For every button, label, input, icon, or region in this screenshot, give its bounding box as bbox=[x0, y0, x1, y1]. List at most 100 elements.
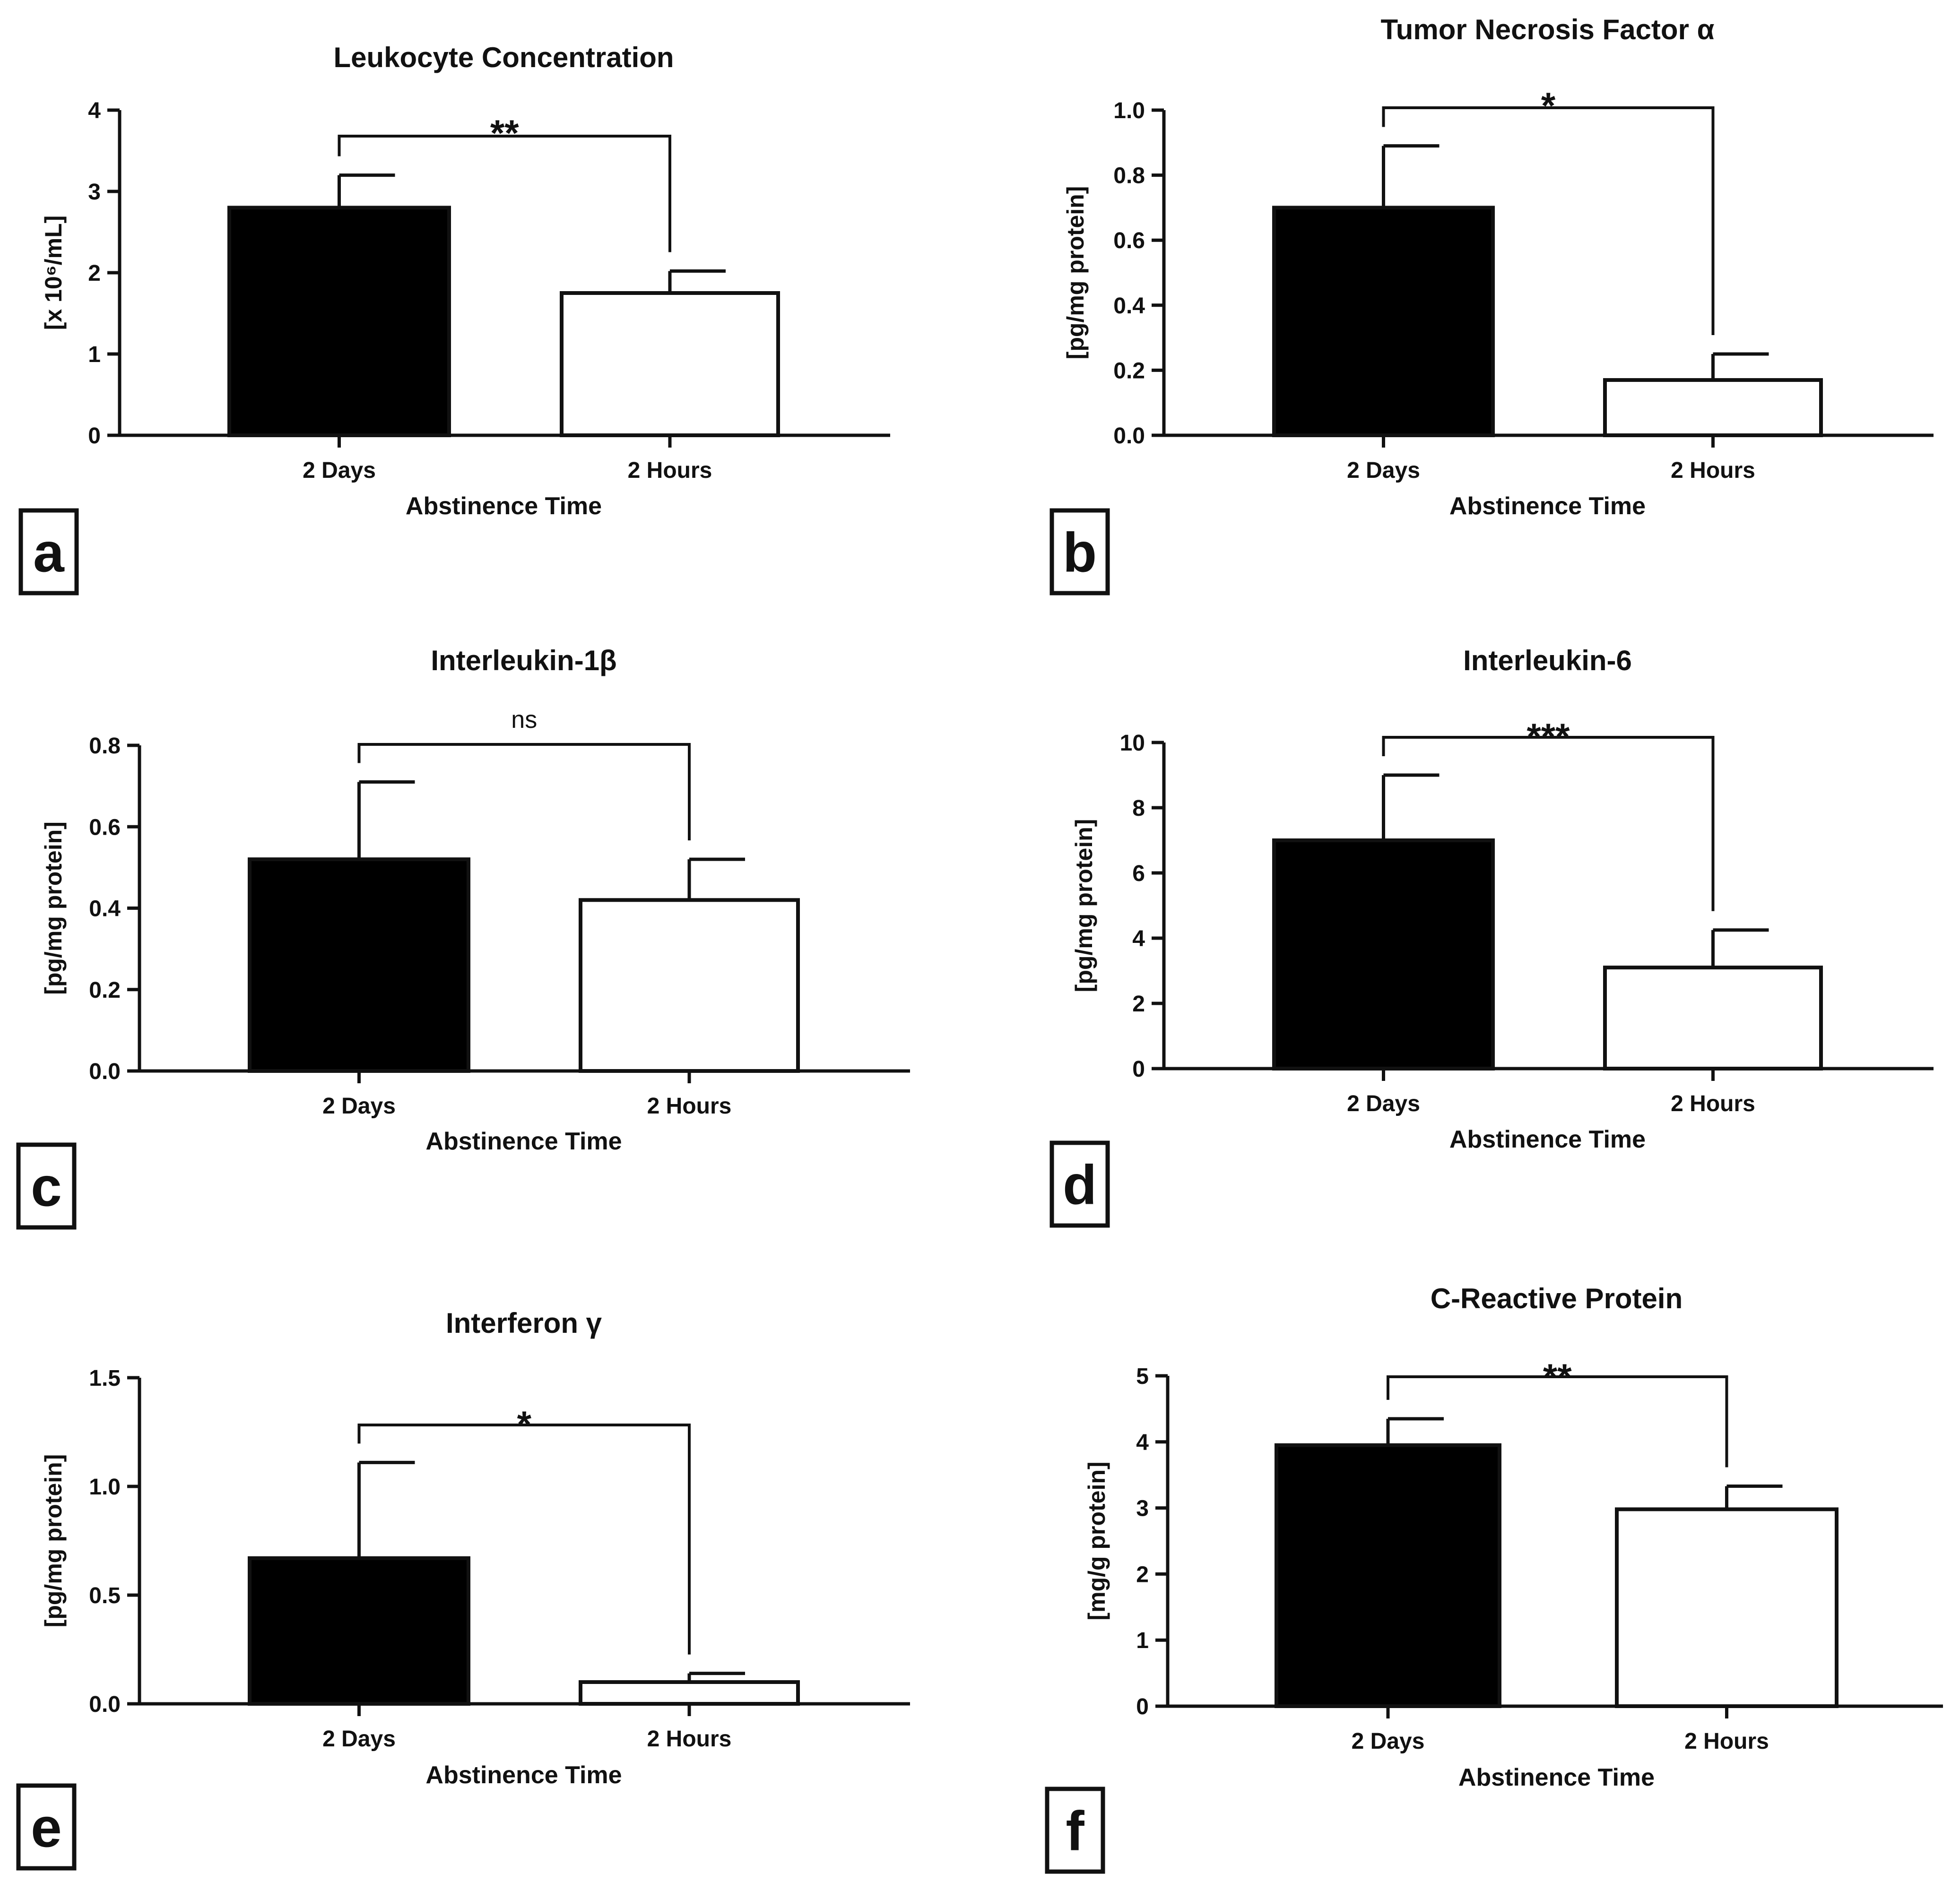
y-tick-label: 0.6 bbox=[1113, 228, 1145, 253]
bar-2-hours bbox=[1603, 378, 1823, 437]
y-tick-label: 3 bbox=[88, 180, 101, 205]
y-tick-label: 0.0 bbox=[89, 1059, 121, 1084]
x-tick-label: 2 Days bbox=[322, 1727, 396, 1752]
panel-letter-box bbox=[1049, 508, 1110, 596]
significance-label: *** bbox=[1526, 716, 1570, 757]
x-tick-label: 2 Hours bbox=[1671, 1091, 1755, 1116]
y-tick-label: 0.8 bbox=[89, 734, 121, 759]
chart-panel-c: Interleukin-1β 0.0 0.2 0.4 0.6 0.8 [pg/mg prot… bbox=[16, 645, 910, 1230]
significance-label: * bbox=[1541, 85, 1556, 126]
bar-2-hours bbox=[1603, 966, 1823, 1070]
x-tick-label: 2 Hours bbox=[1671, 458, 1755, 483]
y-tick-label: 4 bbox=[1132, 926, 1145, 951]
y-tick-label: 0.2 bbox=[89, 978, 121, 1003]
panel-letter: c bbox=[31, 1156, 62, 1218]
panel-letter-box bbox=[1049, 1140, 1110, 1228]
significance-bracket bbox=[1382, 736, 1715, 911]
y-tick-label: 1.5 bbox=[89, 1366, 121, 1391]
bar-2-hours bbox=[1615, 1507, 1839, 1708]
y-tick-label: 0.0 bbox=[1113, 423, 1145, 449]
chart-title: Tumor Necrosis Factor α bbox=[1381, 14, 1715, 45]
y-tick-label: 0.6 bbox=[89, 815, 121, 840]
y-tick-label: 2 bbox=[1132, 992, 1145, 1017]
x-tick-label: 2 Days bbox=[322, 1094, 396, 1119]
chart-panel-e: Interferon γ 0.0 0.5 1.0 1.5 [pg/mg protein] 2… bbox=[16, 1307, 910, 1871]
panel-letter-box bbox=[1045, 1787, 1105, 1874]
y-axis-label: [pg/mg protein] bbox=[1062, 186, 1089, 360]
y-tick-label: 1.0 bbox=[89, 1475, 121, 1500]
significance-label: ** bbox=[490, 112, 519, 154]
chart-title: Interleukin-6 bbox=[1463, 645, 1632, 676]
y-tick-label: 2 bbox=[88, 261, 101, 286]
panel-letter-box bbox=[16, 1142, 77, 1230]
y-tick-label: 0 bbox=[88, 423, 101, 449]
chart-title: Interferon γ bbox=[446, 1307, 602, 1339]
x-tick-label: 2 Days bbox=[303, 458, 376, 483]
significance-bracket bbox=[338, 135, 671, 252]
chart-panel-a: Leukocyte Concentration 0 1 2 3 4 [x 10⁶/mL] 2 … bbox=[18, 42, 890, 596]
x-axis-label: Abstinence Time bbox=[425, 1128, 622, 1155]
x-tick-label: 2 Hours bbox=[1684, 1729, 1769, 1754]
x-tick-label: 2 Hours bbox=[628, 458, 712, 483]
bar-2-days bbox=[1272, 838, 1495, 1070]
y-tick-label: 6 bbox=[1132, 861, 1145, 886]
bar-2-days bbox=[248, 857, 470, 1073]
chart-title: C-Reactive Protein bbox=[1431, 1283, 1683, 1314]
y-axis-label: [pg/mg protein] bbox=[40, 1454, 67, 1628]
panel-letter: e bbox=[31, 1797, 62, 1859]
x-tick-label: 2 Days bbox=[1352, 1729, 1425, 1754]
y-tick-label: 0.5 bbox=[89, 1583, 121, 1608]
panel-letter: a bbox=[33, 522, 65, 584]
y-tick-label: 1 bbox=[1136, 1628, 1149, 1653]
significance-label: ns bbox=[511, 706, 537, 734]
significance-bracket bbox=[1382, 106, 1715, 335]
chart-title: Leukocyte Concentration bbox=[333, 42, 674, 73]
bar-2-days bbox=[1272, 206, 1495, 437]
y-tick-label: 0.4 bbox=[1113, 294, 1145, 319]
y-tick-label: 4 bbox=[1136, 1430, 1149, 1455]
bar-2-hours bbox=[579, 1680, 800, 1706]
y-tick-label: 1.0 bbox=[1113, 98, 1145, 123]
panel-letter: b bbox=[1063, 522, 1097, 584]
y-tick-label: 0.8 bbox=[1113, 164, 1145, 189]
significance-bracket bbox=[1387, 1375, 1728, 1468]
bar-2-days bbox=[227, 206, 451, 437]
y-tick-label: 8 bbox=[1132, 796, 1145, 821]
x-tick-label: 2 Days bbox=[1347, 1091, 1420, 1116]
y-tick-label: 0 bbox=[1132, 1057, 1145, 1082]
y-axis-label: [pg/mg protein] bbox=[40, 821, 67, 995]
x-tick-label: 2 Hours bbox=[647, 1094, 732, 1119]
x-axis-label: Abstinence Time bbox=[1449, 492, 1646, 520]
significance-bracket bbox=[357, 1424, 691, 1655]
panel-letter: d bbox=[1063, 1154, 1097, 1217]
y-tick-label: 5 bbox=[1136, 1364, 1149, 1389]
y-tick-label: 2 bbox=[1136, 1562, 1149, 1587]
panel-letter: f bbox=[1066, 1800, 1084, 1863]
x-axis-label: Abstinence Time bbox=[425, 1761, 622, 1789]
y-tick-label: 0.2 bbox=[1113, 358, 1145, 383]
x-axis-label: Abstinence Time bbox=[1449, 1126, 1646, 1153]
y-tick-label: 4 bbox=[88, 98, 101, 123]
chart-panel-b: Tumor Necrosis Factor α 0.0 0.2 0.4 0.6 0.8 1.… bbox=[1049, 14, 1934, 596]
significance-label: * bbox=[517, 1403, 532, 1445]
bar-2-hours bbox=[560, 291, 780, 437]
y-axis-label: [mg/g protein] bbox=[1084, 1461, 1110, 1620]
bar-2-hours bbox=[579, 898, 800, 1073]
y-tick-label: 0.0 bbox=[89, 1692, 121, 1717]
y-tick-label: 0 bbox=[1136, 1694, 1149, 1719]
x-tick-label: 2 Days bbox=[1347, 458, 1420, 483]
y-axis-label: [pg/mg protein] bbox=[1071, 819, 1097, 993]
chart-panel-f: C-Reactive Protein 0 1 2 3 4 5 [mg/g protein] 2 … bbox=[1045, 1283, 1943, 1874]
significance-bracket bbox=[357, 743, 691, 841]
y-tick-label: 1 bbox=[88, 342, 101, 367]
x-axis-label: Abstinence Time bbox=[406, 492, 602, 520]
chart-panel-d: Interleukin-6 0 2 4 6 8 10 [pg/mg protein] 2 Day… bbox=[1049, 645, 1934, 1228]
x-tick-label: 2 Hours bbox=[647, 1727, 732, 1752]
panel-letter-box bbox=[18, 508, 79, 596]
panel-letter-box bbox=[16, 1783, 77, 1871]
y-tick-label: 3 bbox=[1136, 1496, 1149, 1521]
y-tick-label: 10 bbox=[1120, 731, 1145, 756]
x-axis-label: Abstinence Time bbox=[1458, 1764, 1655, 1791]
bar-2-days bbox=[1275, 1443, 1501, 1709]
y-axis-label: [x 10⁶/mL] bbox=[40, 216, 67, 330]
